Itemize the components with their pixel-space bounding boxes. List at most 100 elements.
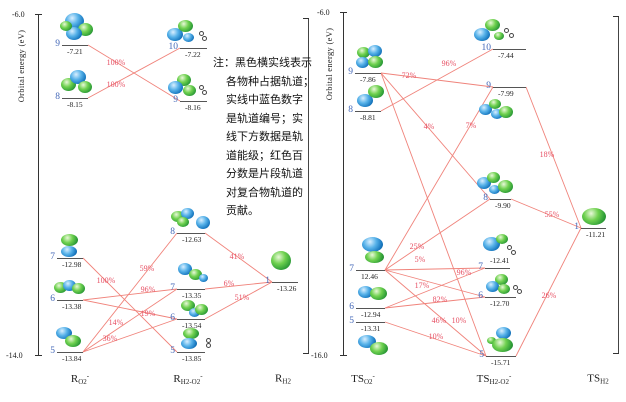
orbital-energy-value: -12.41: [490, 256, 510, 265]
note-line: 道能级；红色百: [226, 149, 303, 162]
contribution-percent-label: 82%: [432, 295, 448, 304]
orbital-number: 8: [170, 227, 175, 237]
fragment-contribution-line: [82, 232, 178, 353]
blue-orbital-lobe-icon: [180, 207, 194, 219]
green-orbital-lobe-icon: [367, 56, 383, 68]
fragment-contribution-line: [82, 257, 178, 353]
orbital-number: 8: [348, 105, 353, 115]
green-orbital-lobe-icon: [491, 338, 513, 352]
contribution-percent-label: 100%: [96, 276, 116, 285]
blue-orbital-lobe-icon: [485, 280, 499, 292]
fragment-contribution-line: [204, 281, 273, 290]
energy-level-line: [62, 45, 88, 46]
green-orbital-lobe-icon: [60, 21, 72, 31]
fragment-contribution-line: [82, 288, 178, 301]
energy-level-line: [177, 319, 205, 320]
orbital-energy-value: -13.31: [361, 324, 381, 333]
contribution-percent-label: 26%: [541, 291, 557, 300]
orbital-number: 5: [349, 316, 354, 326]
orbital-number: 7: [170, 283, 175, 293]
energy-level-line: [177, 233, 205, 234]
blue-orbital-lobe-icon: [357, 286, 373, 298]
small-orbital-ring-icon: [202, 90, 207, 95]
fragment-contribution-line: [380, 48, 494, 112]
orbital-energy-value: -8.16: [185, 103, 201, 112]
orbital-number: 6: [349, 302, 354, 312]
blue-orbital-lobe-icon: [182, 32, 194, 42]
contribution-percent-label: 100%: [106, 58, 126, 67]
orbital-number: 10: [481, 43, 492, 53]
contribution-percent-label: 10%: [428, 332, 444, 341]
orbital-energy-value: -7.44: [498, 51, 514, 60]
energy-level-line: [581, 228, 606, 229]
blue-orbital-lobe-icon: [488, 184, 500, 194]
contribution-percent-label: 46%: [431, 316, 447, 325]
contribution-percent-label: 96%: [140, 285, 156, 294]
axis-tick-label-bottom: -14.0: [6, 351, 23, 360]
green-orbital-lobe-icon: [181, 299, 195, 311]
note-line: 注：黑色横实线表示: [213, 57, 312, 69]
orbital-number: 7: [478, 262, 483, 272]
orbital-number: 9: [173, 95, 178, 105]
energy-level-line: [180, 101, 207, 102]
note-line: 各物种占据轨道；: [226, 75, 314, 88]
orbital-number: 9: [486, 81, 491, 91]
panel-border-tick-top: [303, 18, 309, 19]
green-orbital-lobe-icon: [497, 179, 513, 193]
contribution-percent-label: 5%: [414, 255, 426, 264]
fragment-contribution-line: [204, 232, 273, 283]
fragment-contribution-line: [384, 267, 486, 271]
orbital-energy-value: -13.85: [182, 354, 202, 363]
energy-level-line: [493, 49, 526, 50]
fragment-contribution-line: [384, 296, 486, 309]
contribution-percent-label: 7%: [465, 121, 477, 130]
column-label: TSO2-: [351, 372, 375, 386]
blue-orbital-lobe-icon: [167, 80, 183, 94]
energy-level-line: [177, 352, 205, 353]
orbital-energy-value: -7.22: [185, 50, 201, 59]
fragment-contribution-line: [380, 72, 491, 200]
energy-level-line: [177, 289, 205, 290]
fragment-contribution-line: [384, 321, 487, 357]
note-line: 贡献。: [226, 205, 259, 217]
blue-orbital-lobe-icon: [167, 27, 183, 41]
green-orbital-lobe-icon: [53, 281, 67, 293]
fragment-contribution-line: [82, 299, 178, 320]
fragment-contribution-line: [380, 72, 487, 357]
green-orbital-lobe-icon: [498, 284, 510, 294]
small-orbital-ring-icon: [199, 31, 204, 36]
small-orbital-ring-icon: [202, 36, 207, 41]
contribution-percent-label: 59%: [139, 264, 155, 273]
column-label: TSH2: [587, 372, 609, 386]
axis-tick-top: [340, 12, 347, 13]
orbital-energy-value: -13.84: [62, 354, 82, 363]
orbital-energy-value: -12.63: [182, 235, 202, 244]
panel-right-border: [618, 16, 619, 353]
orbital-energy-value: -13.54: [182, 321, 202, 330]
fragment-contribution-line: [204, 281, 273, 320]
orbital-number: 7: [349, 264, 354, 274]
fragment-contribution-line: [384, 267, 486, 309]
orbital-number: 8: [483, 193, 488, 203]
energy-level-line: [356, 322, 385, 323]
orbital-energy-value: -9.90: [495, 201, 511, 210]
energy-level-line: [356, 308, 385, 309]
orbital-energy-value: -13.38: [62, 302, 82, 311]
blue-orbital-lobe-icon: [478, 103, 492, 115]
green-orbital-lobe-icon: [171, 210, 185, 222]
green-orbital-lobe-icon: [78, 81, 92, 93]
orbital-number: 6: [478, 291, 483, 301]
blue-orbital-lobe-icon: [62, 279, 76, 291]
green-orbital-lobe-icon: [356, 46, 370, 58]
y-axis-line: [38, 14, 39, 355]
blue-orbital-lobe-icon: [355, 56, 369, 68]
contribution-percent-label: 25%: [409, 242, 425, 251]
energy-level-line: [493, 87, 526, 88]
green-orbital-lobe-icon: [364, 251, 384, 263]
contribution-percent-label: 19%: [140, 309, 156, 318]
energy-level-line: [180, 48, 207, 49]
note-line: 对复合物轨道的: [226, 186, 303, 199]
green-orbital-lobe-icon: [65, 335, 81, 347]
contribution-percent-label: 14%: [108, 318, 124, 327]
small-orbital-ring-icon: [513, 285, 518, 290]
